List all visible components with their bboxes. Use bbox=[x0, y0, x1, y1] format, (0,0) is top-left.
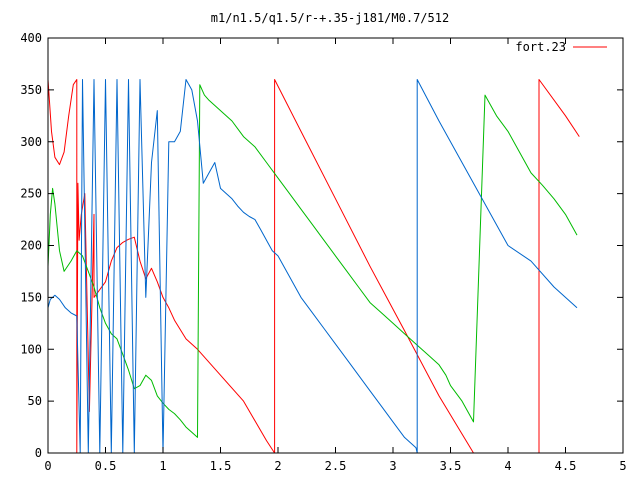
legend: fort.23 bbox=[515, 40, 607, 54]
chart-title: m1/n1.5/q1.5/r-+.35-j181/M0.7/512 bbox=[211, 11, 449, 25]
x-tick-label: 1.5 bbox=[210, 459, 232, 473]
series-layer bbox=[47, 79, 580, 454]
x-tick-label: 5 bbox=[619, 459, 626, 473]
x-tick-label: 0 bbox=[44, 459, 51, 473]
x-tick-label: 2 bbox=[274, 459, 281, 473]
x-tick-label: 3 bbox=[389, 459, 396, 473]
series-line-1 bbox=[47, 84, 578, 438]
x-tick-label: 1 bbox=[159, 459, 166, 473]
y-tick-label: 300 bbox=[20, 135, 42, 149]
y-tick-label: 50 bbox=[28, 394, 42, 408]
legend-entry-label: fort.23 bbox=[515, 40, 566, 54]
y-tick-label: 250 bbox=[20, 187, 42, 201]
x-tick-label: 0.5 bbox=[95, 459, 117, 473]
x-tick-label: 4.5 bbox=[555, 459, 577, 473]
x-tick-label: 3.5 bbox=[440, 459, 462, 473]
series-line-2 bbox=[47, 79, 578, 454]
x-tick-label: 4 bbox=[504, 459, 511, 473]
y-tick-label: 150 bbox=[20, 290, 42, 304]
ticks-layer: 0 0.5 1 1.5 2 2.5 3 3.5 4 4.5 50501001502002503003… bbox=[20, 31, 626, 473]
y-tick-label: 400 bbox=[20, 31, 42, 45]
y-tick-label: 350 bbox=[20, 83, 42, 97]
y-tick-label: 200 bbox=[20, 239, 42, 253]
y-tick-label: 100 bbox=[20, 342, 42, 356]
x-tick-label: 2.5 bbox=[325, 459, 347, 473]
y-tick-label: 0 bbox=[35, 446, 42, 460]
